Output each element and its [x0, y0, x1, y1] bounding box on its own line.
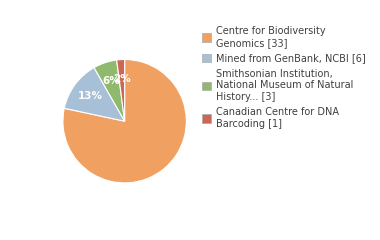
Text: 13%: 13% — [78, 91, 103, 102]
Wedge shape — [117, 60, 125, 121]
Text: 6%: 6% — [102, 76, 120, 86]
Text: 2%: 2% — [113, 74, 131, 84]
Wedge shape — [64, 68, 125, 121]
Legend: Centre for Biodiversity
Genomics [33], Mined from GenBank, NCBI [6], Smithsonian: Centre for Biodiversity Genomics [33], M… — [200, 24, 368, 131]
Wedge shape — [94, 60, 125, 121]
Wedge shape — [63, 60, 186, 183]
